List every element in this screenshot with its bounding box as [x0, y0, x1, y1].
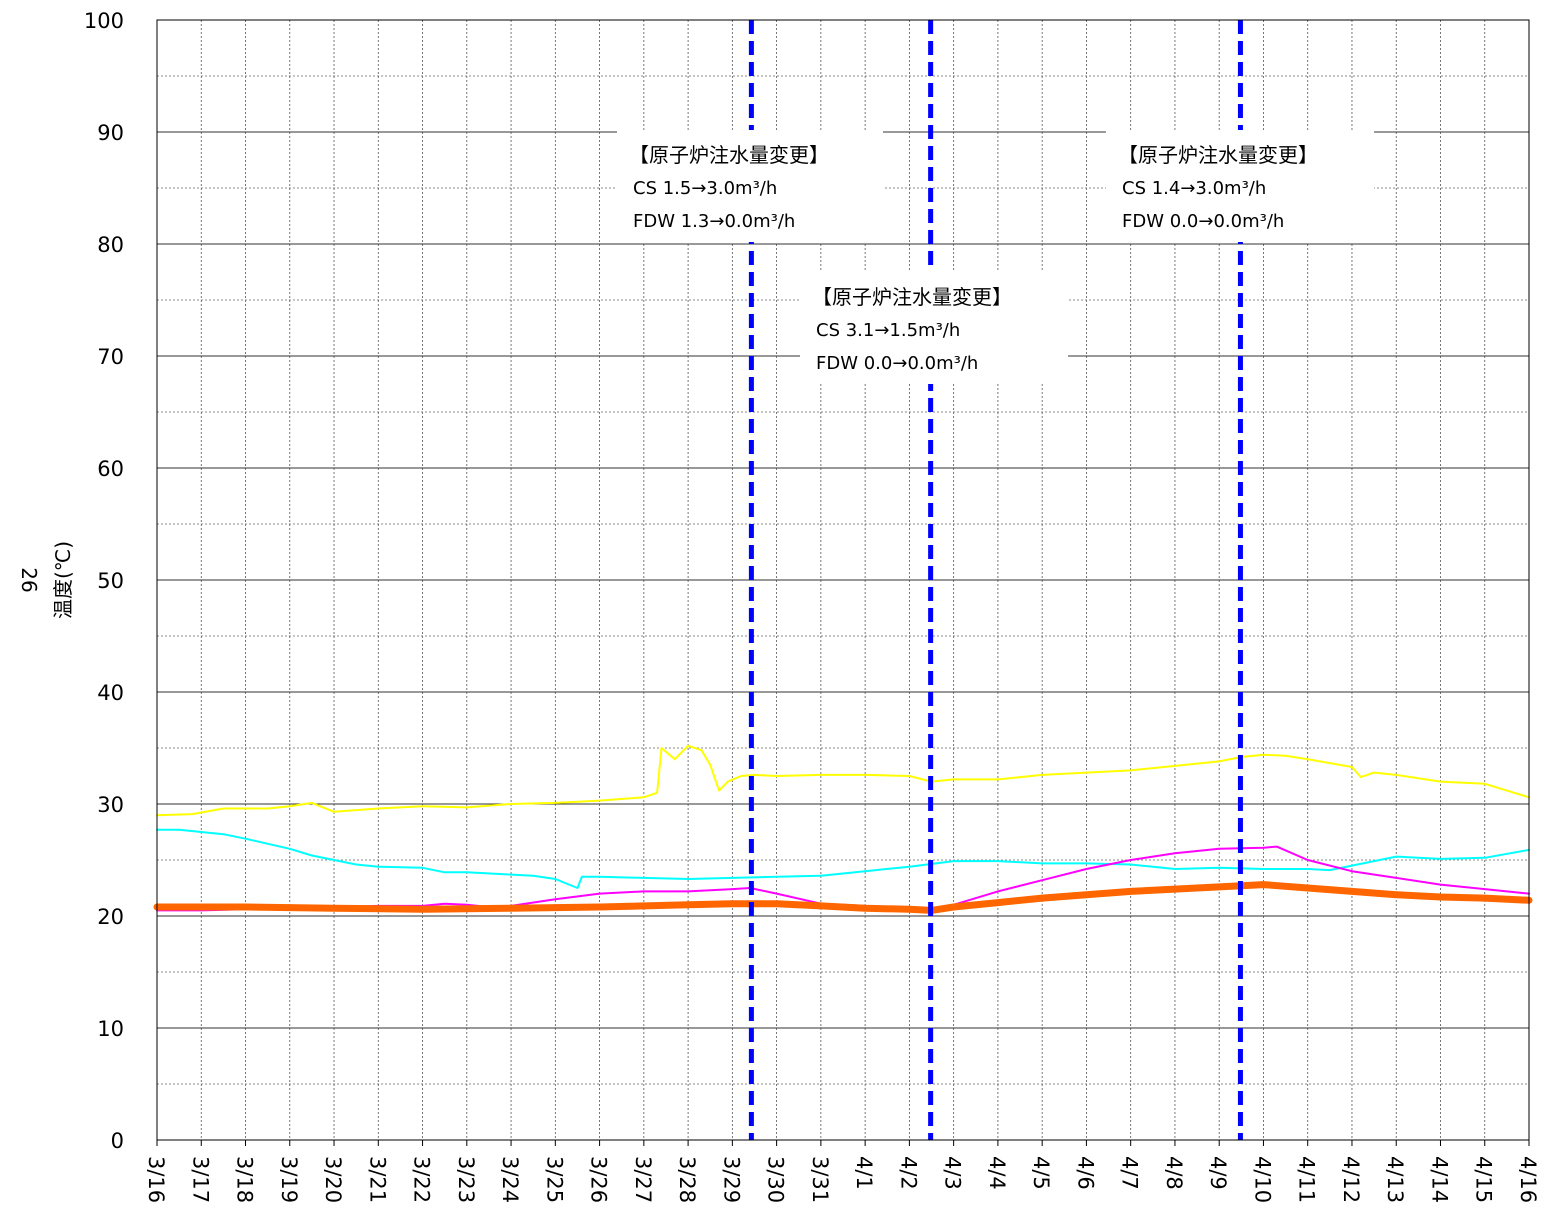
y-tick-label: 30	[97, 793, 124, 817]
annotation-box	[1106, 130, 1374, 242]
x-tick-label: 3/19	[277, 1156, 301, 1203]
x-tick-label: 3/31	[808, 1156, 832, 1203]
x-tick-label: 3/25	[542, 1156, 566, 1203]
x-tick-label: 4/12	[1339, 1156, 1363, 1203]
series-group	[153, 744, 1533, 914]
x-axis-ticks: 3/16 3/17 3/18 3/19 3/20 3/21 3/22 3/23 3/24 3/25…	[144, 1140, 1540, 1203]
x-tick-label: 3/16	[144, 1156, 168, 1203]
y-axis-title: 温度(℃)	[51, 541, 75, 619]
annotation-box	[617, 130, 883, 242]
series-line-yellow	[156, 744, 1530, 817]
x-tick-label: 4/13	[1383, 1156, 1407, 1203]
x-tick-label: 3/23	[454, 1156, 478, 1203]
y-tick-label: 40	[97, 681, 124, 705]
x-tick-label: 4/9	[1206, 1156, 1230, 1190]
x-tick-label: 3/28	[675, 1156, 699, 1203]
annotation-title: 【原子炉注水量変更】	[1118, 143, 1318, 167]
x-tick-label: 4/8	[1162, 1156, 1186, 1190]
annotation-line: CS 3.1→1.5m³/h	[816, 320, 960, 341]
x-tick-label: 3/27	[631, 1156, 655, 1203]
x-tick-label: 4/7	[1118, 1156, 1142, 1190]
event-annotations: 【原子炉注水量変更】 CS 1.5→3.0m³/h FDW 1.3→0.0m³/h 【…	[617, 130, 1374, 384]
y-tick-label: 90	[97, 121, 124, 145]
x-tick-label: 4/2	[896, 1156, 920, 1190]
annotation-line: CS 1.5→3.0m³/h	[633, 178, 777, 199]
x-tick-label: 3/24	[498, 1156, 522, 1203]
x-tick-label: 3/26	[587, 1156, 611, 1203]
annotation-title: 【原子炉注水量変更】	[629, 143, 829, 167]
annotation-line: CS 1.4→3.0m³/h	[1122, 178, 1266, 199]
y-tick-label: 10	[97, 1017, 124, 1041]
x-tick-label: 4/16	[1516, 1156, 1540, 1203]
y-tick-label: 50	[97, 569, 124, 593]
event-lines	[748, 20, 1243, 1140]
x-tick-label: 3/21	[365, 1156, 389, 1203]
x-tick-label: 3/17	[188, 1156, 212, 1203]
annotation-line: FDW 0.0→0.0m³/h	[816, 353, 978, 374]
series-line-cyan	[156, 828, 1530, 889]
x-tick-label: 4/5	[1029, 1156, 1053, 1190]
annotation-title: 【原子炉注水量変更】	[812, 285, 1012, 309]
x-tick-label: 4/3	[941, 1156, 965, 1190]
annotation-box	[800, 272, 1068, 384]
x-tick-label: 3/22	[410, 1156, 434, 1203]
y-tick-label: 80	[97, 233, 124, 257]
y-axis-ticks: 0 10 20 30 40 50 60 70 80 90 100	[84, 9, 124, 1153]
plot-border	[156, 19, 1530, 1141]
y-axis-label: 26 温度(℃)	[17, 541, 75, 619]
x-tick-label: 4/10	[1250, 1156, 1274, 1203]
x-tick-label: 3/20	[321, 1156, 345, 1203]
y-axis-number: 26	[17, 567, 41, 592]
x-tick-label: 3/29	[719, 1156, 743, 1203]
x-tick-label: 3/18	[233, 1156, 257, 1203]
x-tick-label: 4/15	[1472, 1156, 1496, 1203]
annotation-line: FDW 1.3→0.0m³/h	[633, 211, 795, 232]
x-tick-label: 4/11	[1295, 1156, 1319, 1203]
x-tick-label: 4/14	[1427, 1156, 1451, 1203]
y-tick-label: 0	[111, 1129, 124, 1153]
x-tick-label: 4/1	[852, 1156, 876, 1190]
x-tick-label: 3/30	[764, 1156, 788, 1203]
series-line-orange	[153, 881, 1533, 914]
x-tick-label: 4/4	[985, 1156, 1009, 1190]
x-tick-label: 4/6	[1073, 1156, 1097, 1190]
y-tick-label: 20	[97, 905, 124, 929]
annotation-line: FDW 0.0→0.0m³/h	[1122, 211, 1284, 232]
y-tick-label: 70	[97, 345, 124, 369]
y-tick-label: 60	[97, 457, 124, 481]
y-tick-label: 100	[84, 9, 124, 33]
